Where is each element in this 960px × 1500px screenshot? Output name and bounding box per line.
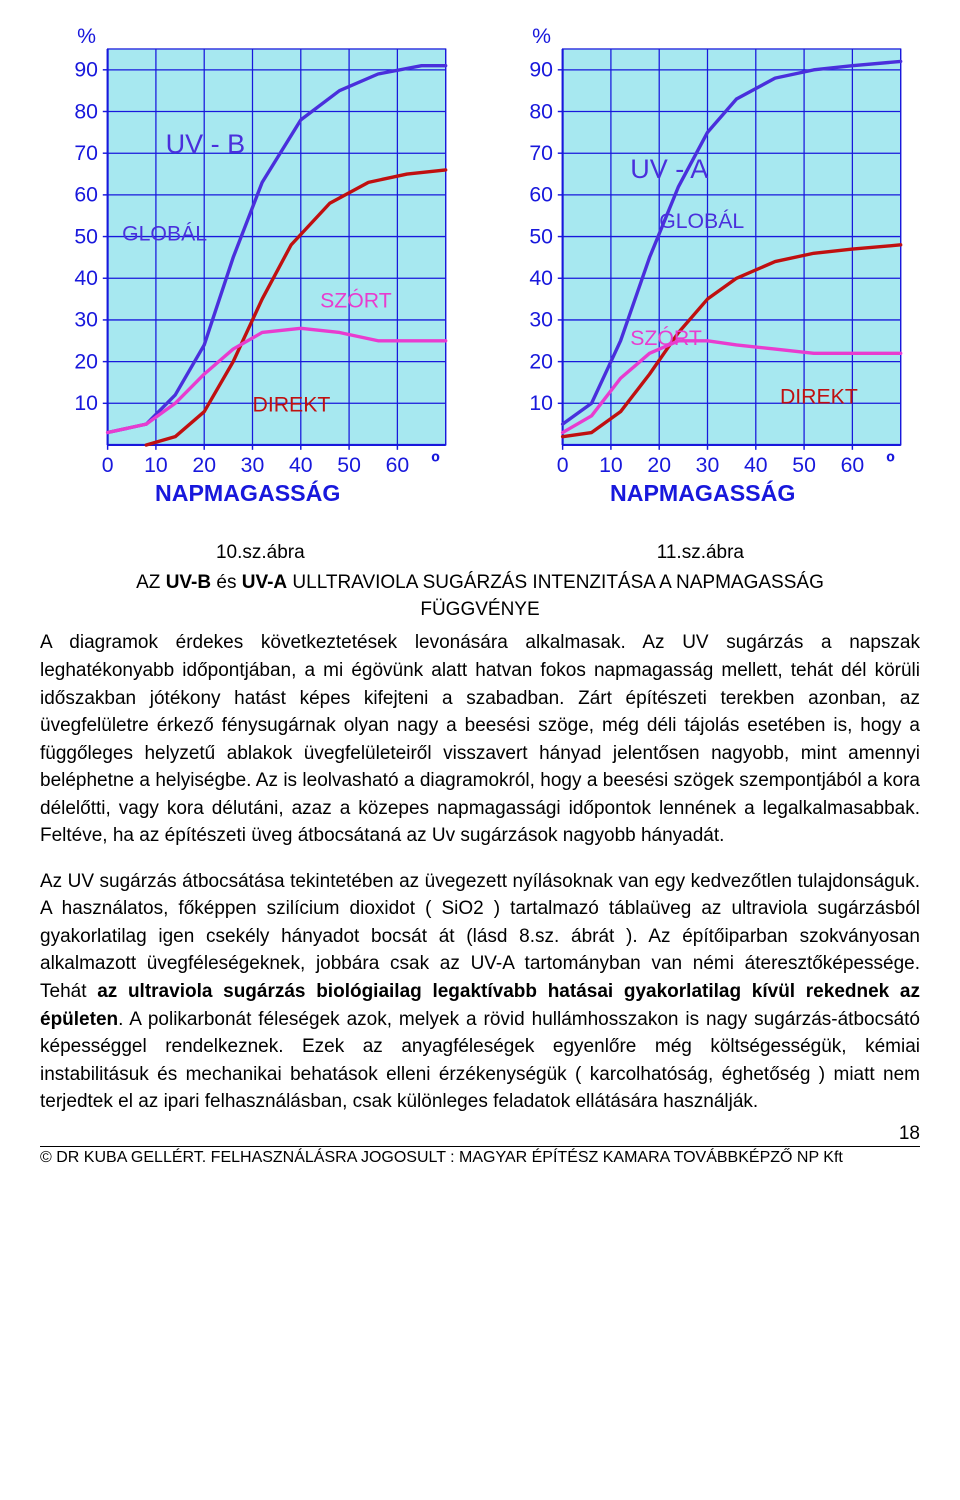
svg-text:50: 50 — [74, 224, 98, 248]
svg-text:SZÓRT: SZÓRT — [320, 287, 392, 312]
page-number: 18 — [899, 1123, 920, 1145]
paragraph-1-text: A diagramok érdekes következtetések levo… — [40, 632, 920, 846]
svg-text:DIREKT: DIREKT — [780, 384, 858, 408]
svg-text:UV - A: UV - A — [630, 154, 708, 184]
svg-text:90: 90 — [74, 58, 98, 82]
svg-text:20: 20 — [529, 349, 553, 373]
svg-text:60: 60 — [74, 183, 98, 207]
svg-text:70: 70 — [529, 141, 553, 165]
svg-text:0: 0 — [557, 453, 569, 477]
svg-text:º: º — [886, 449, 895, 475]
charts-row: 10 20 30 40 50 60 70 80 90% 0 10 20 30 40 50 60 º NAPMAGA… — [40, 20, 920, 527]
figure-title-uva: UV-A — [242, 572, 287, 593]
svg-text:º: º — [431, 449, 440, 475]
svg-text:90: 90 — [529, 58, 553, 82]
footer: 18 © DR KUBA GELLÉRT. FELHASZNÁLÁSRA JOG… — [40, 1146, 920, 1167]
svg-text:70: 70 — [74, 141, 98, 165]
svg-text:%: % — [532, 24, 551, 48]
svg-text:NAPMAGASSÁG: NAPMAGASSÁG — [155, 479, 340, 506]
svg-text:60: 60 — [386, 453, 410, 477]
svg-text:40: 40 — [744, 453, 768, 477]
chart-uv-a: 10 20 30 40 50 60 70 80 90% 0 10 20 30 40 50 60 º NAPMAGA… — [495, 20, 920, 527]
svg-text:60: 60 — [841, 453, 865, 477]
figure-captions: 10.sz.ábra 11.sz.ábra — [40, 542, 920, 564]
caption-right: 11.sz.ábra — [657, 542, 744, 564]
svg-text:60: 60 — [529, 183, 553, 207]
svg-text:GLOBÁL: GLOBÁL — [659, 208, 744, 233]
svg-text:NAPMAGASSÁG: NAPMAGASSÁG — [610, 479, 795, 506]
chart-uv-a-svg: 10 20 30 40 50 60 70 80 90% 0 10 20 30 40 50 60 º NAPMAGA… — [495, 20, 920, 522]
figure-title-rest1: ULLTRAVIOLA SUGÁRZÁS INTENZITÁSA A NAPMA… — [287, 572, 824, 593]
svg-text:30: 30 — [529, 308, 553, 332]
svg-text:SZÓRT: SZÓRT — [630, 325, 702, 350]
svg-text:UV - B: UV - B — [166, 129, 246, 159]
svg-text:10: 10 — [599, 453, 623, 477]
svg-text:DIREKT: DIREKT — [252, 393, 330, 417]
svg-text:50: 50 — [337, 453, 361, 477]
figure-title-sep: és — [211, 572, 242, 593]
paragraph-2-text2: . A polikarbonát féleségek azok, melyek … — [40, 1009, 920, 1113]
svg-text:30: 30 — [241, 453, 265, 477]
figure-title-prefix: AZ — [136, 572, 166, 593]
svg-text:40: 40 — [529, 266, 553, 290]
svg-text:50: 50 — [529, 224, 553, 248]
svg-text:20: 20 — [192, 453, 216, 477]
paragraph-1: A diagramok érdekes következtetések levo… — [40, 629, 920, 849]
svg-text:30: 30 — [696, 453, 720, 477]
svg-text:50: 50 — [792, 453, 816, 477]
svg-text:40: 40 — [289, 453, 313, 477]
svg-text:10: 10 — [529, 391, 553, 415]
svg-text:10: 10 — [74, 391, 98, 415]
footer-text: © DR KUBA GELLÉRT. FELHASZNÁLÁSRA JOGOSU… — [40, 1149, 843, 1166]
paragraph-2: Az UV sugárzás átbocsátása tekintetében … — [40, 868, 920, 1116]
svg-text:20: 20 — [647, 453, 671, 477]
svg-text:40: 40 — [74, 266, 98, 290]
svg-text:80: 80 — [74, 99, 98, 123]
chart-uv-b: 10 20 30 40 50 60 70 80 90% 0 10 20 30 40 50 60 º NAPMAGA… — [40, 20, 465, 527]
svg-text:10: 10 — [144, 453, 168, 477]
svg-text:GLOBÁL: GLOBÁL — [122, 221, 207, 246]
figure-title-uvb: UV-B — [166, 572, 211, 593]
chart-uv-b-svg: 10 20 30 40 50 60 70 80 90% 0 10 20 30 40 50 60 º NAPMAGA… — [40, 20, 465, 522]
svg-text:%: % — [77, 24, 96, 48]
figure-title: AZ UV-B és UV-A ULLTRAVIOLA SUGÁRZÁS INT… — [40, 570, 920, 623]
caption-left: 10.sz.ábra — [216, 542, 305, 564]
svg-text:30: 30 — [74, 308, 98, 332]
svg-text:20: 20 — [74, 349, 98, 373]
figure-title-rest2: FÜGGVÉNYE — [420, 599, 539, 620]
svg-text:80: 80 — [529, 99, 553, 123]
svg-text:0: 0 — [102, 453, 114, 477]
